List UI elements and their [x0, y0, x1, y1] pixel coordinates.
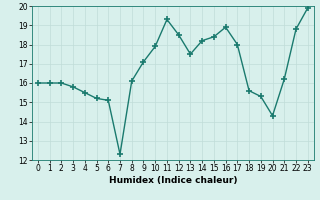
X-axis label: Humidex (Indice chaleur): Humidex (Indice chaleur) [108, 176, 237, 185]
